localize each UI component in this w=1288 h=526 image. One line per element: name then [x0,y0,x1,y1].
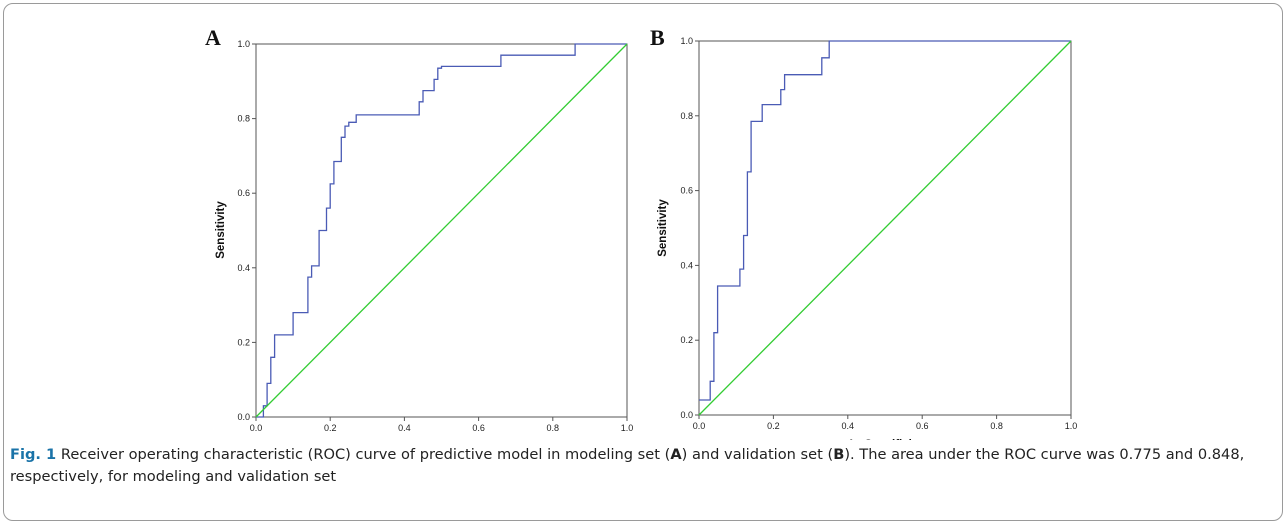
figure-panels: A 0.0 0.2 0.4 0.6 0.8 1.0 0.0 0.2 0.4 0.6 0.8 1.0 1 -… [205,25,1077,440]
figure-caption: Fig. 1 Receiver operating characteristic… [10,444,1278,488]
roc-curve [256,43,627,418]
y-tick-label: 0.6 [237,188,250,198]
x-tick-label: 0.8 [990,421,1003,431]
x-axis-label: 1 - Specificity [848,439,923,440]
y-tick-label: 0.4 [680,260,693,270]
y-tick-label: 0.2 [680,335,693,345]
y-tick-label: 0.8 [680,111,693,121]
y-tick-label: 0.6 [680,186,693,196]
y-axis-label: Sensitivity [657,199,669,257]
reference-line [255,43,628,418]
caption-ref-a: A [670,446,682,463]
y-tick-label: 1.0 [237,39,250,49]
y-tick-label: 0.4 [237,263,250,273]
x-tick-label: 0.8 [547,423,560,433]
x-tick-label: 1.0 [1065,421,1078,431]
caption-text-1: Receiver operating characteristic (ROC) … [56,446,671,463]
x-tick-label: 1.0 [621,423,634,433]
x-tick-label: 0.6 [916,421,929,431]
roc-curve [699,40,1071,401]
y-tick-label: 0.0 [237,412,250,422]
x-tick-label: 0.0 [693,421,706,431]
roc-panel-a: A0.00.20.40.60.81.00.00.20.40.60.81.01 -… [205,25,634,433]
x-tick-label: 0.4 [398,423,411,433]
x-tick-label: 0.6 [472,423,485,433]
y-tick-label: 0.2 [237,337,250,347]
y-tick-label: 1.0 [680,36,693,46]
panel-label: A [205,25,221,50]
y-axis-label: Sensitivity [215,201,227,259]
x-tick-label: 0.2 [324,423,337,433]
y-tick-label: 0.8 [237,114,250,124]
roc-panel-b: B 0.0 0.2 0.4 0.6 0.8 1.0 0.0 0.2 0.4 0.6 0.8 1.0 1 -… [650,25,1077,440]
figure-frame [3,3,1283,521]
caption-label: Fig. 1 [10,446,57,463]
x-tick-label: 0.2 [767,421,780,431]
reference-line [698,40,1072,416]
caption-text-3: ). The area under the ROC curve was 0.77… [10,446,1245,485]
x-tick-label: 0.0 [250,423,263,433]
y-tick-label: 0.0 [680,410,693,420]
x-tick-label: 0.4 [842,421,855,431]
caption-ref-b: B [833,446,845,463]
caption-text-2: ) and validation set ( [681,446,834,463]
plot-area-frame [255,43,628,418]
panel-label: B [650,25,665,50]
